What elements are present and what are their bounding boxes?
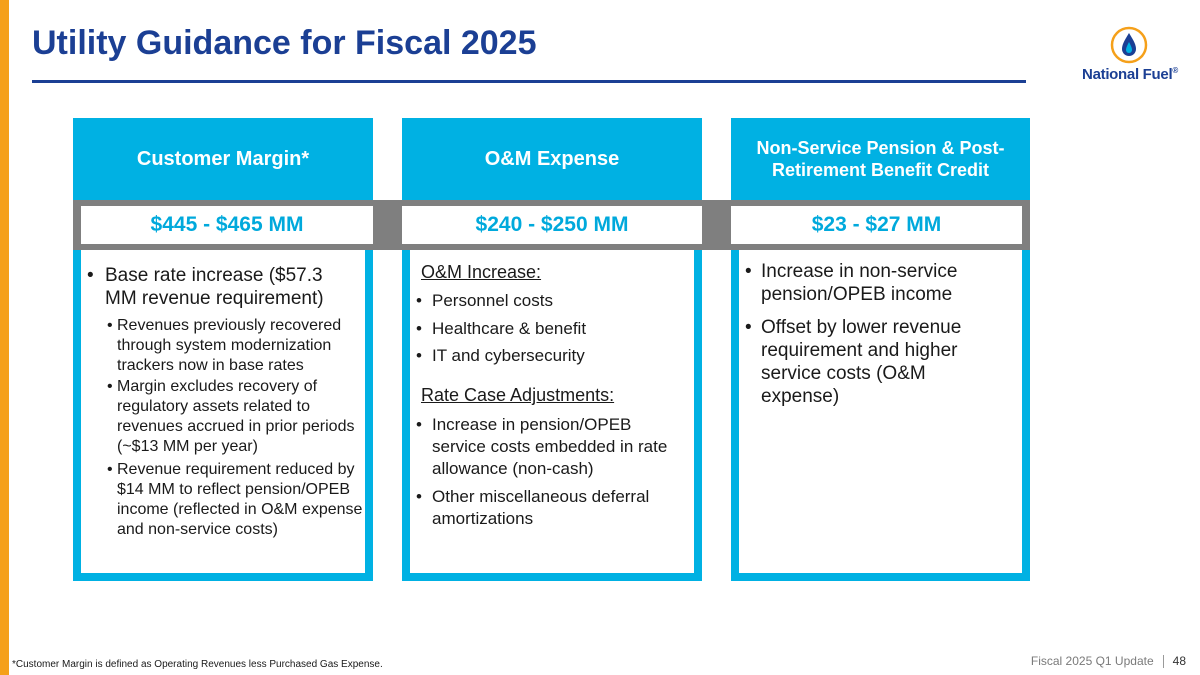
company-logo: National Fuel® — [1070, 26, 1190, 88]
bullet-dot: • — [107, 461, 113, 478]
list-item-text: Increase in pension/OPEB service costs e… — [432, 415, 668, 478]
list-item: • Offset by lower revenue requirement an… — [745, 316, 1005, 408]
bullet-dot: • — [107, 378, 113, 395]
list-item: • Other miscellaneous deferral amortizat… — [416, 486, 686, 530]
column-body-pension-credit: • Increase in non-service pension/OPEB i… — [731, 250, 1030, 581]
sub-list-item: • Revenue requirement reduced by $14 MM … — [107, 460, 369, 540]
list-item: • Increase in non-service pension/OPEB i… — [745, 260, 1005, 306]
sub-bullet-text: Revenue requirement reduced by $14 MM to… — [117, 461, 363, 538]
sub-bullet-text: Revenues previously recovered through sy… — [117, 317, 342, 374]
list-item-text: Other miscellaneous deferral amortizatio… — [432, 487, 650, 528]
list-item: • IT and cybersecurity — [416, 345, 686, 367]
list-item-text: Personnel costs — [432, 291, 553, 310]
section-heading-rate-case: Rate Case Adjustments: — [421, 385, 615, 405]
bullet-dot: • — [416, 291, 422, 310]
footer-info: Fiscal 2025 Q1 Update 48 — [1030, 654, 1186, 669]
bullet-dot: • — [745, 317, 752, 338]
list-item: • Healthcare & benefit — [416, 318, 686, 340]
bullet-dot: • — [745, 261, 752, 282]
bullet-dot: • — [416, 319, 422, 338]
column-header-om-expense: O&M Expense — [402, 118, 702, 200]
column-body-om-expense: O&M Increase: • Personnel costs • Health… — [402, 250, 702, 581]
bullet-dot: • — [416, 415, 422, 434]
value-pension-credit: $23 - $27 MM — [731, 206, 1022, 244]
left-accent-bar — [0, 0, 9, 675]
list-item: • Personnel costs — [416, 290, 686, 312]
list-item: • Base rate increase ($57.3 MM revenue r… — [87, 264, 357, 310]
section-heading-om-increase: O&M Increase: — [421, 262, 542, 282]
list-item-text: IT and cybersecurity — [432, 346, 585, 365]
title-divider — [32, 80, 1026, 83]
registered-mark: ® — [1172, 66, 1178, 75]
logo-wordmark: National Fuel® — [1070, 66, 1190, 83]
flame-drop-icon — [1110, 26, 1148, 64]
list-item-text: Healthcare & benefit — [432, 319, 587, 338]
sub-list-item: • Margin excludes recovery of regulatory… — [107, 377, 369, 457]
bullet-dot: • — [87, 265, 94, 286]
list-item: • Increase in pension/OPEB service costs… — [416, 414, 686, 480]
footer-divider — [1162, 655, 1164, 669]
bullet-dot: • — [416, 346, 422, 365]
bullet-text: Increase in non-service pension/OPEB inc… — [761, 261, 958, 305]
bullet-dot: • — [107, 317, 113, 334]
sub-bullet-text: Margin excludes recovery of regulatory a… — [117, 378, 355, 455]
bullet-dot: • — [416, 487, 422, 506]
footnote: *Customer Margin is defined as Operating… — [12, 659, 383, 670]
page-number: 48 — [1172, 654, 1186, 668]
sub-list-item: • Revenues previously recovered through … — [107, 316, 369, 376]
column-header-customer-margin: Customer Margin* — [73, 118, 373, 200]
bullet-text: Base rate increase ($57.3 MM revenue req… — [105, 265, 324, 309]
bullet-text: Offset by lower revenue requirement and … — [761, 317, 962, 407]
value-customer-margin: $445 - $465 MM — [81, 206, 373, 244]
value-om-expense: $240 - $250 MM — [402, 206, 702, 244]
footer-label: Fiscal 2025 Q1 Update — [1030, 654, 1154, 668]
column-body-customer-margin: • Base rate increase ($57.3 MM revenue r… — [73, 250, 373, 581]
column-header-pension-credit: Non-Service Pension & Post-Retirement Be… — [731, 118, 1030, 200]
page-title: Utility Guidance for Fiscal 2025 — [32, 24, 537, 62]
logo-text: National Fuel — [1082, 66, 1173, 83]
